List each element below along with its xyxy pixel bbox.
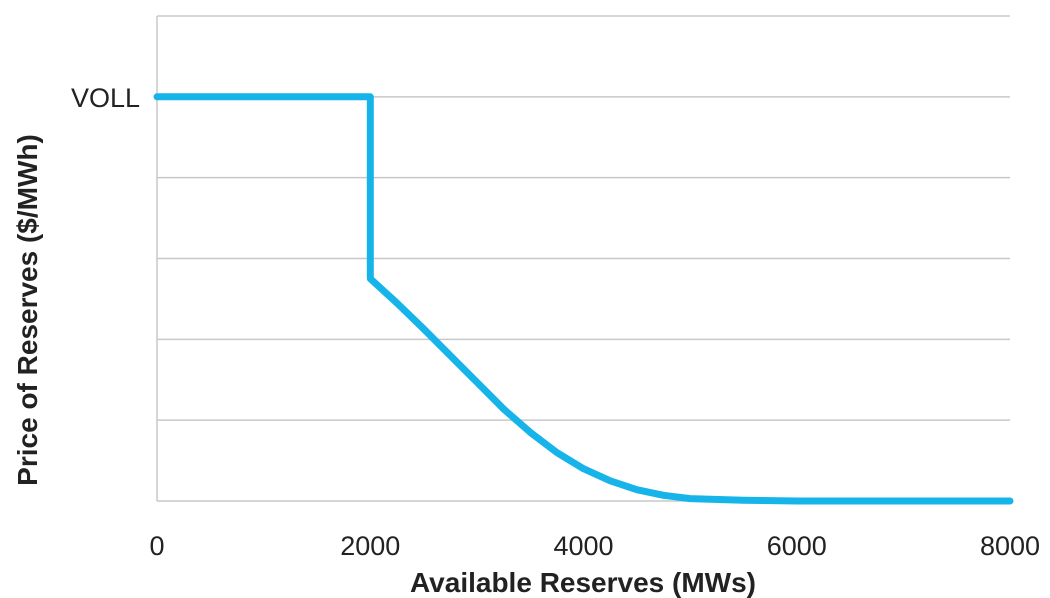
x-tick-label: 2000 bbox=[340, 531, 400, 561]
series-line bbox=[153, 93, 1014, 505]
x-axis-title: Available Reserves (MWs) bbox=[410, 567, 756, 598]
x-tick-label: 0 bbox=[149, 531, 164, 561]
x-axis-ticks: 0 2000 4000 6000 8000 bbox=[149, 531, 1040, 561]
y-tick-label: VOLL bbox=[71, 83, 140, 113]
y-axis-title: Price of Reserves ($/MWh) bbox=[12, 134, 43, 486]
x-tick-label: 8000 bbox=[980, 531, 1040, 561]
x-tick-label: 4000 bbox=[553, 531, 613, 561]
series-layer bbox=[153, 93, 1014, 505]
y-axis-ticks: VOLL bbox=[71, 83, 140, 113]
x-tick-label: 6000 bbox=[767, 531, 827, 561]
gridlines bbox=[157, 15, 1010, 502]
